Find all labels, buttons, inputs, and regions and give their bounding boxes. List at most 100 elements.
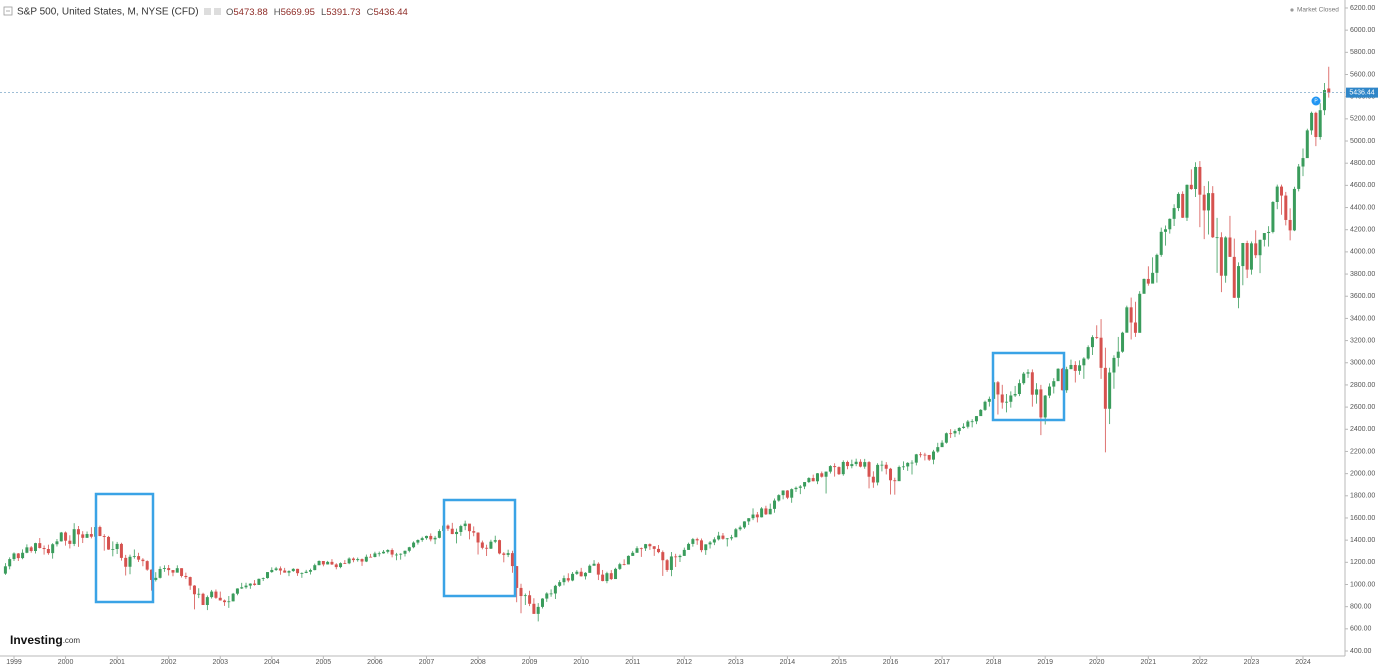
- x-tick-label: 1999: [6, 659, 22, 666]
- candle-body: [979, 409, 983, 417]
- candle-body: [360, 559, 364, 562]
- candle-body: [1241, 243, 1245, 267]
- candle-body: [506, 553, 510, 555]
- y-tick-label: 5000.00: [1350, 138, 1375, 145]
- ohlc-prefix: C: [367, 7, 374, 18]
- candle-body: [549, 593, 553, 595]
- candle-body: [1297, 166, 1301, 189]
- candle-body: [738, 527, 742, 530]
- candle-body: [996, 382, 1000, 395]
- candle-body: [85, 534, 89, 538]
- candle-body: [622, 564, 626, 566]
- pin-marker[interactable]: [1311, 96, 1321, 106]
- settings-icon[interactable]: [204, 8, 211, 15]
- candle-body: [326, 561, 330, 565]
- y-tick-label: 3800.00: [1350, 271, 1375, 278]
- y-tick-label: 2800.00: [1350, 382, 1375, 389]
- candle-body: [974, 416, 978, 422]
- collapse-icon[interactable]: [3, 6, 13, 16]
- candle-body: [846, 461, 850, 467]
- candle-body: [760, 508, 764, 518]
- x-tick-label: 2003: [212, 659, 228, 666]
- candle-body: [1275, 186, 1279, 202]
- candle-body: [777, 495, 781, 501]
- candle-body: [1125, 307, 1129, 333]
- candle-body: [167, 568, 171, 571]
- x-tick-label: 2007: [419, 659, 435, 666]
- y-tick-label: 1600.00: [1350, 515, 1375, 522]
- candle-body: [669, 556, 673, 570]
- candle-body: [553, 585, 557, 594]
- candle-body: [923, 454, 927, 456]
- candle-body: [287, 571, 291, 573]
- candle-body: [807, 478, 811, 483]
- candle-body: [424, 535, 428, 539]
- y-tick-label: 1200.00: [1350, 559, 1375, 566]
- y-tick-label: 3000.00: [1350, 360, 1375, 367]
- candle-body: [1129, 307, 1133, 323]
- candle-body: [257, 578, 261, 585]
- candle-body: [102, 536, 106, 537]
- candle-body: [308, 570, 312, 572]
- y-tick-label: 5800.00: [1350, 49, 1375, 56]
- settings-icon[interactable]: [214, 8, 221, 15]
- candle-body: [373, 553, 377, 557]
- candle-body: [889, 468, 893, 481]
- candle-body: [949, 433, 953, 435]
- x-tick-label: 2002: [161, 659, 177, 666]
- candle-body: [119, 543, 123, 558]
- candle-body: [717, 535, 721, 540]
- candle-body: [386, 550, 390, 552]
- candle-body: [691, 539, 695, 544]
- candle-body: [115, 543, 119, 550]
- candle-body: [476, 532, 480, 543]
- candle-body: [1232, 256, 1236, 298]
- candle-body: [1052, 381, 1056, 387]
- candle-body: [489, 541, 493, 549]
- candle-body: [936, 447, 940, 452]
- candle-body: [897, 466, 901, 482]
- candle-body: [98, 527, 102, 537]
- candle-body: [1133, 322, 1137, 333]
- candle-body: [162, 568, 166, 569]
- candle-body: [871, 476, 875, 483]
- status-dot: [1290, 8, 1294, 12]
- candle-body: [880, 464, 884, 466]
- candle-body: [12, 553, 16, 560]
- candle-body: [201, 593, 205, 606]
- candle-body: [644, 544, 648, 549]
- ohlc-value: 5473.88: [233, 7, 267, 18]
- candle-body: [652, 546, 656, 549]
- candle-body: [300, 572, 304, 574]
- candle-body: [596, 563, 600, 575]
- ohlc-value: 5391.73: [326, 7, 360, 18]
- candle-body: [820, 473, 824, 477]
- candle-body: [712, 539, 716, 543]
- candle-body: [1073, 364, 1077, 371]
- candle-body: [1237, 266, 1241, 298]
- highlight-box: [94, 492, 155, 604]
- candle-body: [1271, 201, 1275, 232]
- candle-body: [1121, 332, 1125, 352]
- highlight-box: [442, 498, 517, 598]
- candle-body: [283, 570, 287, 573]
- candle-body: [764, 508, 768, 515]
- candle-body: [674, 556, 678, 558]
- ohlc-value: 5669.95: [281, 7, 315, 18]
- candle-body: [16, 553, 20, 559]
- y-tick-label: 2600.00: [1350, 404, 1375, 411]
- candle-body: [455, 531, 459, 535]
- candle-body: [29, 547, 33, 552]
- candle-body: [394, 554, 398, 556]
- candle-body: [583, 572, 587, 577]
- candle-body: [571, 573, 575, 581]
- candle-body: [987, 398, 991, 402]
- candle-body: [291, 568, 295, 572]
- candle-body: [1030, 372, 1034, 395]
- candle-body: [46, 549, 50, 554]
- candle-body: [498, 540, 502, 554]
- ohlc-value: 5436.44: [373, 7, 407, 18]
- candle-body: [519, 587, 523, 597]
- candle-body: [704, 544, 708, 551]
